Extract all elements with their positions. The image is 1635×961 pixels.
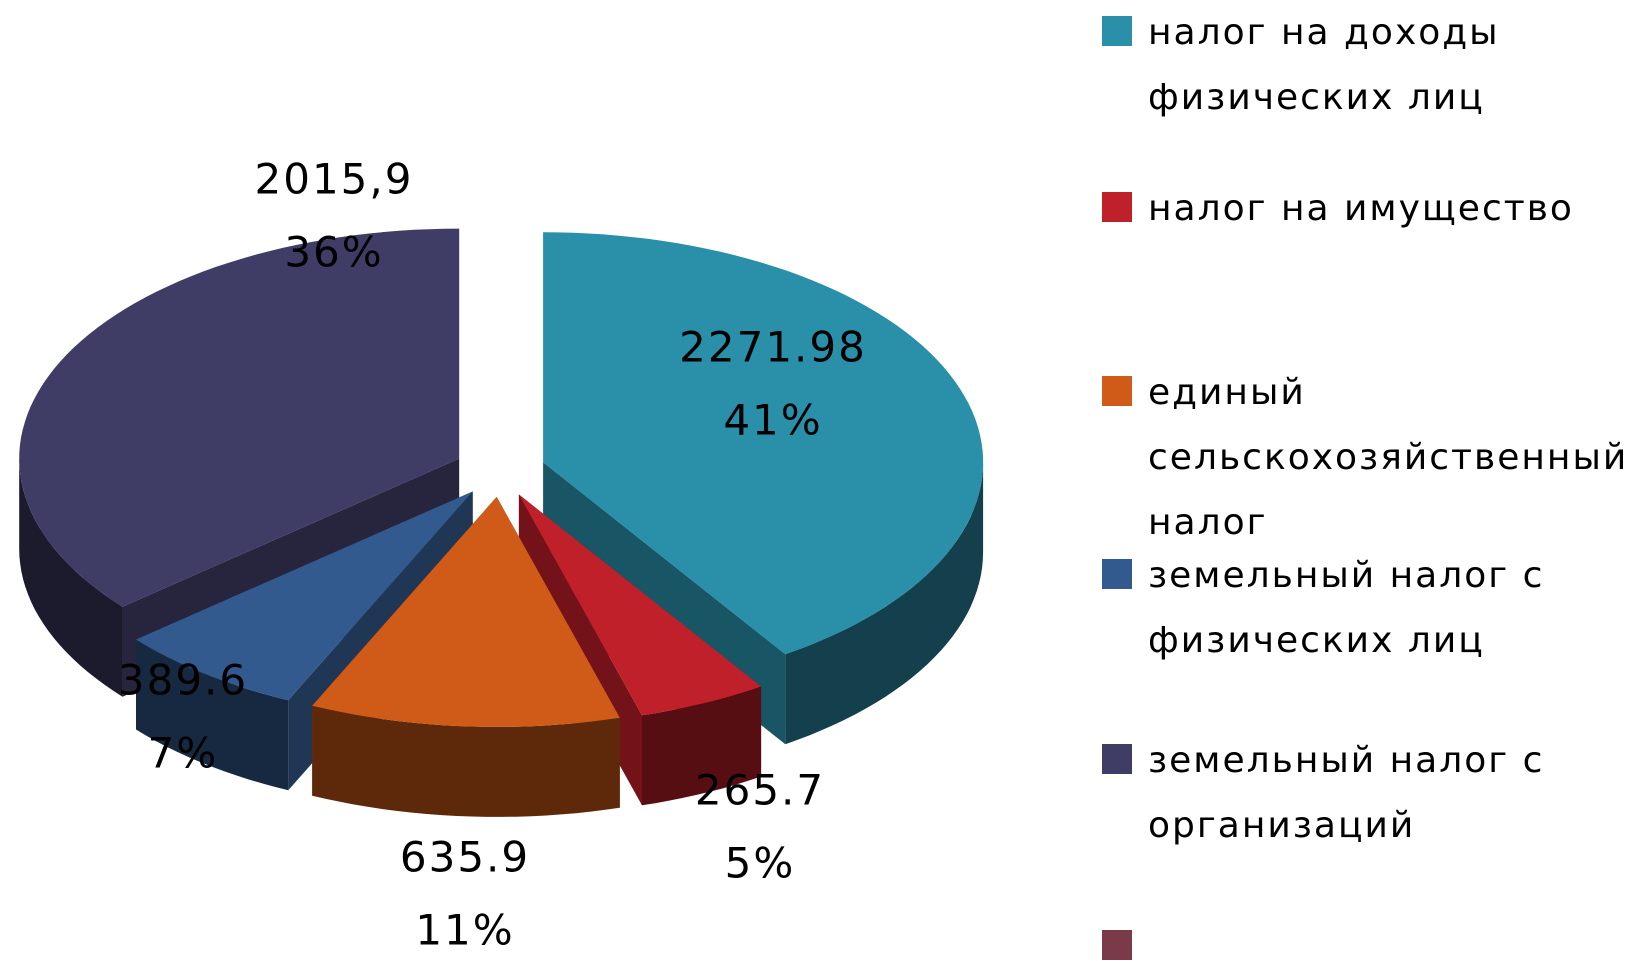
- legend-item: единый сельскохозяйственный налог: [1102, 360, 1632, 555]
- slice: [312, 496, 620, 727]
- slice-wall: [785, 462, 984, 745]
- legend-label: налог на доходы физических лиц: [1148, 12, 1500, 118]
- slice: [19, 228, 460, 607]
- legend-item: [1102, 914, 1632, 960]
- legend-label: земельный налог с физических лиц: [1148, 555, 1545, 661]
- slice: [136, 491, 473, 701]
- legend-swatch: [1102, 376, 1132, 406]
- legend-swatch: [1102, 16, 1132, 46]
- percent-label: 41%: [723, 396, 822, 445]
- slice-wall: [642, 686, 762, 806]
- percent-label: 5%: [725, 839, 796, 888]
- value-label: 2271.98: [679, 323, 867, 372]
- percent-label: 7%: [148, 729, 219, 778]
- slice: [543, 232, 984, 655]
- value-label: 389.6: [118, 656, 248, 705]
- legend-item: земельный налог с физических лиц: [1102, 543, 1632, 673]
- slice-wall: [136, 639, 289, 791]
- percent-label: 36%: [284, 228, 383, 277]
- legend-item: налог на имущество: [1102, 176, 1632, 241]
- value-label: 635.9: [400, 833, 530, 882]
- legend-label: единый сельскохозяйственный налог: [1148, 372, 1629, 543]
- legend-item: налог на доходы физических лиц: [1102, 0, 1632, 130]
- slice-wall: [19, 458, 123, 697]
- value-label: 2015,9: [255, 155, 414, 204]
- legend-label: налог на имущество: [1148, 188, 1574, 229]
- slice-wall: [312, 705, 620, 817]
- percent-label: 11%: [415, 906, 514, 955]
- legend-swatch: [1102, 192, 1132, 222]
- legend-swatch: [1102, 930, 1132, 960]
- value-label: 265.7: [695, 766, 825, 815]
- legend-swatch: [1102, 559, 1132, 589]
- legend-item: земельный налог с организаций: [1102, 728, 1632, 858]
- slice: [518, 494, 762, 716]
- legend-swatch: [1102, 744, 1132, 774]
- legend-label: земельный налог с организаций: [1148, 740, 1545, 846]
- pie-area: 2271.98 41% 265.7 5% 635.9 11% 389.6 7% 2015,9 36…: [19, 155, 984, 955]
